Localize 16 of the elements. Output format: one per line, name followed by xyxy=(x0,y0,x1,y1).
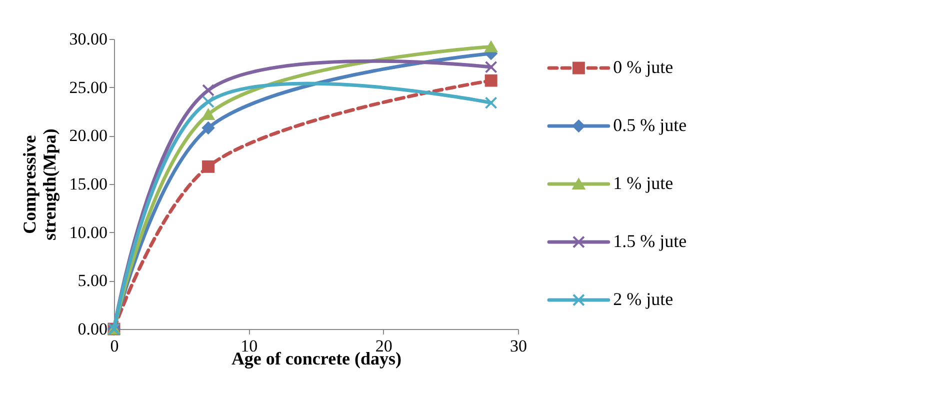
legend-label: 2 % jute xyxy=(613,289,674,309)
y-tick-label: 20.00 xyxy=(69,126,108,146)
legend-label: 1 % jute xyxy=(613,173,674,193)
legend-label: 0.5 % jute xyxy=(613,115,687,135)
y-tick-label: 5.00 xyxy=(78,271,108,290)
y-tick-label: 10.00 xyxy=(69,222,108,242)
y-tick-label: 30.00 xyxy=(69,30,108,48)
legend-label: 0 % jute xyxy=(613,57,674,77)
y-axis-title: Compressive strength(Mpa) xyxy=(19,128,60,240)
y-tick-label: 15.00 xyxy=(69,174,108,194)
legend-label: 1.5 % jute xyxy=(613,231,687,251)
x-tick-label: 30 xyxy=(510,336,527,356)
y-tick-label: 0.00 xyxy=(78,320,108,338)
x-tick-label: 0 xyxy=(110,336,119,356)
x-tick-label: 20 xyxy=(375,336,392,356)
y-tick-label: 25.00 xyxy=(69,78,108,97)
